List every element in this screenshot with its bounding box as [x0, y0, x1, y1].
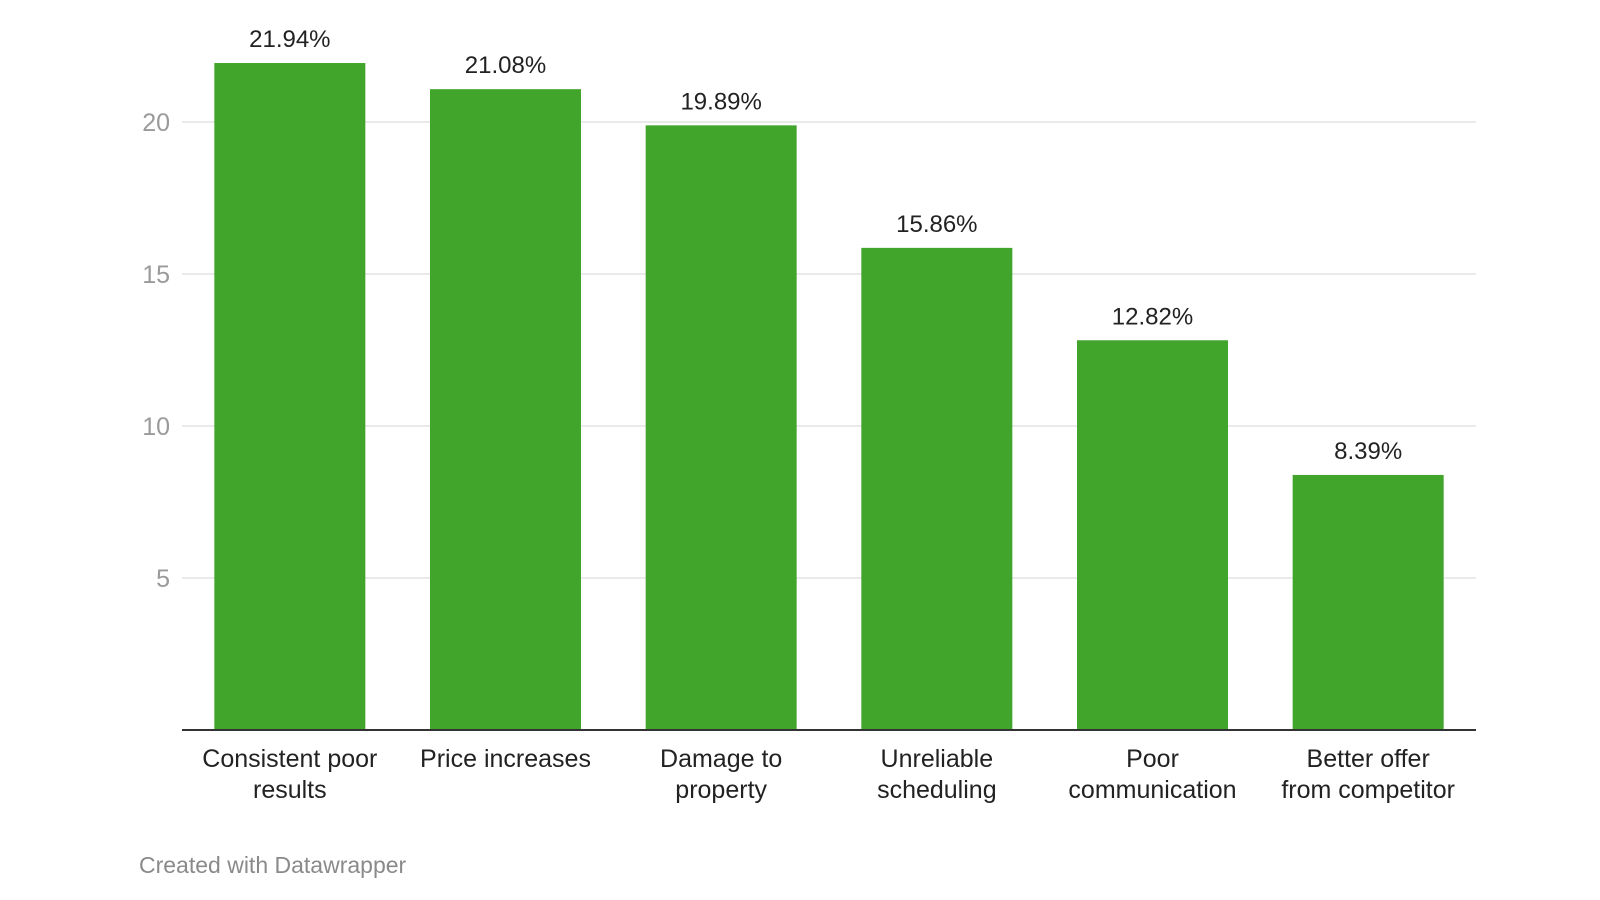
bar [861, 247, 1013, 730]
x-tick-label: Price increases [420, 745, 591, 773]
x-tick-label: communication [1068, 776, 1236, 804]
x-tick-label: Damage to [660, 745, 782, 773]
x-tick-label: scheduling [877, 776, 997, 804]
bar [214, 63, 366, 731]
data-label: 12.82% [1112, 303, 1193, 330]
x-tick-label: Better offer [1307, 745, 1430, 773]
bar [1292, 474, 1444, 730]
x-tick-label: results [253, 776, 327, 804]
y-tick-label: 5 [156, 565, 170, 593]
x-tick-label: property [675, 776, 767, 804]
data-label: 15.86% [896, 211, 977, 238]
datawrapper-credit-link[interactable]: Created with Datawrapper [139, 852, 407, 878]
y-tick-label: 10 [142, 413, 170, 441]
x-tick-label: Consistent poor [202, 745, 377, 773]
y-tick-label: 20 [142, 109, 170, 137]
y-tick-label: 15 [142, 261, 170, 289]
data-label: 19.89% [680, 88, 761, 115]
x-tick-label: Poor [1126, 745, 1179, 773]
x-tick-label: Unreliable [881, 745, 994, 773]
data-label: 21.94% [249, 26, 330, 53]
bar [430, 89, 581, 731]
data-label: 21.08% [465, 52, 546, 79]
x-tick-label: from competitor [1281, 776, 1455, 804]
bar [1077, 340, 1228, 730]
bar [645, 125, 797, 731]
data-label: 8.39% [1334, 438, 1402, 465]
